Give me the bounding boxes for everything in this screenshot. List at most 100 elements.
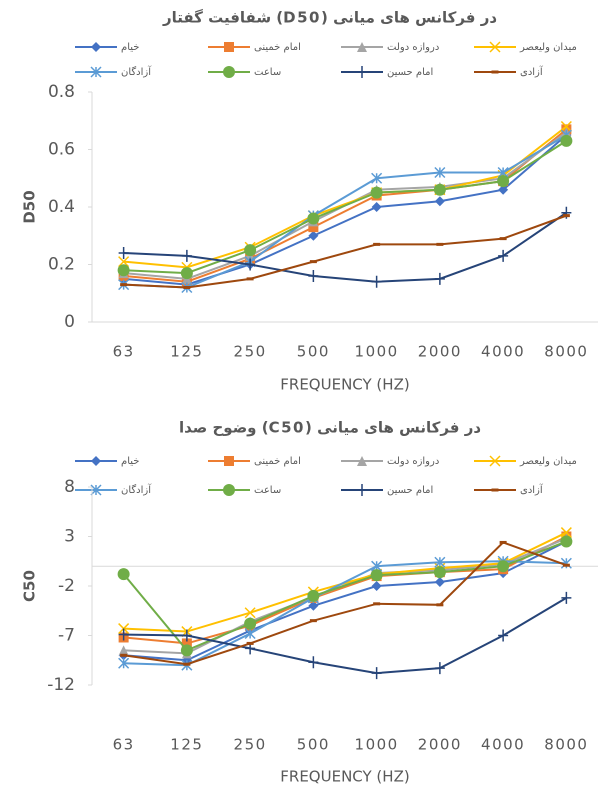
legend-label: میدان ولیعصر xyxy=(519,42,577,53)
legend-entry: آزادگان xyxy=(75,483,152,496)
legend-label: آزادگان xyxy=(121,483,152,496)
marker xyxy=(433,566,446,579)
legend-label: امام حسین xyxy=(387,67,433,78)
marker xyxy=(357,66,367,78)
marker xyxy=(181,638,192,649)
y-tick-label: -2 xyxy=(58,576,75,596)
legend-entry: خیام xyxy=(75,456,139,467)
marker xyxy=(118,657,130,669)
legend-label: میدان ولیعصر xyxy=(519,456,577,467)
series-line xyxy=(123,134,568,286)
x-tick-label: 500 xyxy=(297,736,330,754)
marker xyxy=(434,272,445,285)
marker xyxy=(373,602,381,606)
series-line xyxy=(123,597,567,675)
legend-label: ساعت xyxy=(254,67,281,78)
y-axis-label: D50 xyxy=(21,190,39,223)
series-line xyxy=(123,211,567,283)
marker xyxy=(118,256,130,268)
legend-entry: آزادی xyxy=(474,65,544,78)
x-tick-label: 8000 xyxy=(544,343,588,361)
y-tick-label: 0.6 xyxy=(48,140,75,160)
marker xyxy=(497,175,510,188)
marker xyxy=(357,484,367,496)
marker xyxy=(373,242,381,246)
series-line xyxy=(123,535,567,645)
marker xyxy=(561,591,572,604)
x-tick-label: 250 xyxy=(234,343,267,361)
marker xyxy=(118,628,129,641)
marker xyxy=(308,600,319,611)
marker xyxy=(183,662,191,666)
marker xyxy=(245,258,256,271)
legend-label: آزادگان xyxy=(121,65,152,78)
legend-entry: خیام xyxy=(75,42,139,53)
legend-entry: امام خمینی xyxy=(208,42,301,53)
marker xyxy=(309,619,317,623)
marker xyxy=(357,456,367,466)
marker xyxy=(371,202,382,212)
chart-title: وضوح صدا (C50) در فرکانس های میانی xyxy=(179,419,481,437)
marker xyxy=(498,249,509,262)
marker xyxy=(180,644,193,657)
marker xyxy=(498,184,509,195)
y-tick-label: 0.4 xyxy=(48,197,75,217)
x-tick-label: 4000 xyxy=(481,736,525,754)
series-line xyxy=(123,125,567,269)
marker xyxy=(117,264,130,277)
marker xyxy=(499,237,507,241)
marker xyxy=(244,607,256,619)
series-line xyxy=(123,134,567,289)
marker xyxy=(433,183,446,196)
marker xyxy=(436,603,444,607)
marker xyxy=(497,560,510,573)
series-line xyxy=(122,540,567,652)
marker xyxy=(560,527,572,539)
x-tick-label: 8000 xyxy=(544,736,588,754)
x-tick-label: 125 xyxy=(170,343,203,361)
marker xyxy=(491,70,499,74)
marker xyxy=(562,563,570,567)
marker xyxy=(246,277,254,281)
marker xyxy=(560,120,572,133)
marker xyxy=(118,247,129,259)
x-tick-label: 1000 xyxy=(355,343,399,361)
legend-entry: آزادی xyxy=(474,483,544,496)
y-tick-label: 8 xyxy=(64,477,75,497)
marker xyxy=(434,577,445,588)
x-axis-label: FREQUENCY (HZ) xyxy=(280,376,409,394)
marker xyxy=(371,172,383,184)
legend-label: امام حسین xyxy=(387,485,433,496)
marker xyxy=(224,456,234,466)
marker xyxy=(434,196,445,207)
series-line xyxy=(123,541,567,666)
marker xyxy=(224,42,234,52)
x-tick-label: 1000 xyxy=(355,736,399,754)
marker xyxy=(118,645,129,656)
marker xyxy=(371,581,382,591)
marker xyxy=(308,656,319,669)
y-tick-label: 0 xyxy=(64,312,75,332)
marker xyxy=(370,186,383,199)
x-tick-label: 500 xyxy=(297,343,330,361)
marker xyxy=(308,270,319,282)
legend-entry: ساعت xyxy=(208,66,281,78)
legend-label: خیام xyxy=(121,456,139,467)
marker xyxy=(498,629,509,642)
legend-entry: دروازه دولت xyxy=(341,42,439,53)
y-tick-label: 0.2 xyxy=(48,255,75,275)
marker xyxy=(434,662,445,675)
marker xyxy=(434,556,446,568)
chart: وضوح صدا (C50) در فرکانس های میانی خیام ام… xyxy=(21,419,598,786)
legend-entry: امام حسین xyxy=(341,484,433,496)
marker xyxy=(246,641,254,645)
legend-entry: آزادگان xyxy=(75,65,152,78)
series-line xyxy=(123,540,567,662)
marker xyxy=(180,267,193,280)
marker xyxy=(223,484,235,496)
x-tick-label: 125 xyxy=(170,736,203,754)
marker xyxy=(371,275,382,288)
legend-entry: امام حسین xyxy=(341,66,433,78)
y-axis-label: C50 xyxy=(21,570,39,602)
